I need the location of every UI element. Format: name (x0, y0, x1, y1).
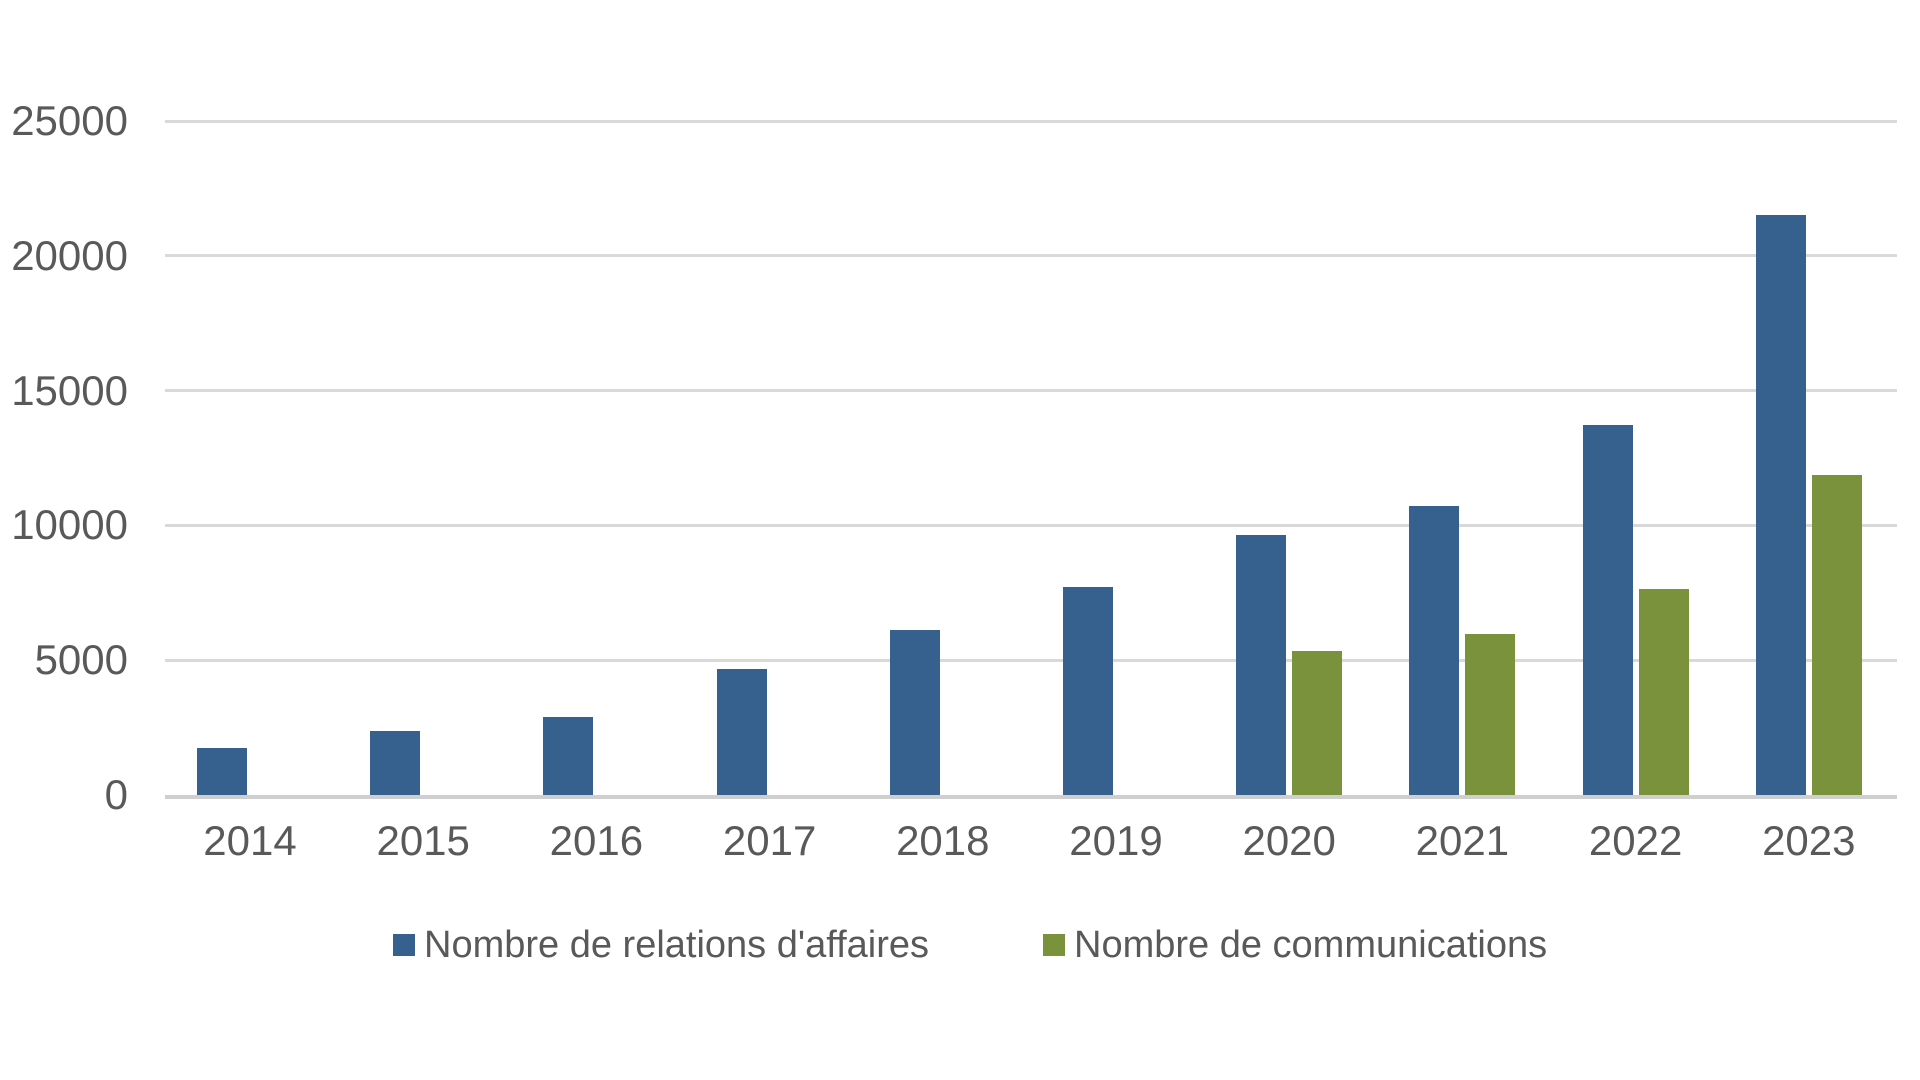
y-tick-label-0: 0 (104, 771, 128, 818)
bar-2018-relations (889, 629, 940, 795)
bar-2021-relations (1409, 506, 1460, 795)
bar-2022-relations (1582, 425, 1633, 795)
legend-marker-icon (393, 934, 415, 956)
y-tick-label-10000: 10000 (11, 501, 128, 549)
x-tick-label-2022: 2022 (1588, 817, 1683, 864)
legend-label: Nombre de relations d'affaires (424, 923, 930, 966)
x-tick-label-2023: 2023 (1762, 817, 1856, 864)
bar-2014-relations (197, 747, 247, 795)
x-tick-label-2021: 2021 (1415, 817, 1510, 864)
y-tick-label-5000: 5000 (34, 636, 128, 684)
y-tick-label-25000: 25000 (11, 97, 128, 144)
bar-2020-relations (1236, 534, 1287, 795)
bar-2020-communications (1292, 651, 1343, 795)
legend-marker-icon (1043, 934, 1065, 956)
legend-item-relations: Nombre de relations d'affaires (393, 920, 929, 970)
x-tick-label-2014: 2014 (203, 817, 297, 864)
x-tick-label-2020: 2020 (1242, 817, 1336, 864)
bar-2023-communications (1811, 474, 1862, 795)
legend-item-communications: Nombre de communications (1043, 920, 1547, 970)
x-axis-line (165, 795, 1897, 799)
bar-2015-relations (370, 731, 421, 795)
y-tick-label-20000: 20000 (11, 231, 128, 279)
gridline-10000 (165, 523, 1897, 527)
gridline-15000 (165, 389, 1897, 393)
x-tick-label-2015: 2015 (376, 817, 470, 864)
bar-2021-communications (1465, 634, 1516, 795)
bar-2019-relations (1063, 587, 1113, 795)
x-tick-label-2019: 2019 (1069, 817, 1163, 864)
bar-2022-communications (1638, 589, 1689, 795)
gridline-25000 (165, 119, 1897, 123)
x-tick-label-2018: 2018 (896, 817, 990, 864)
x-tick-label-2017: 2017 (722, 817, 817, 864)
gridline-20000 (165, 254, 1897, 258)
bar-2017-relations (716, 668, 767, 795)
legend-label: Nombre de communications (1074, 923, 1548, 966)
y-tick-label-15000: 15000 (11, 366, 128, 414)
gridline-5000 (165, 658, 1897, 662)
bar-2023-relations (1755, 215, 1806, 795)
bar-2016-relations (543, 716, 594, 795)
x-tick-label-2016: 2016 (549, 817, 644, 864)
